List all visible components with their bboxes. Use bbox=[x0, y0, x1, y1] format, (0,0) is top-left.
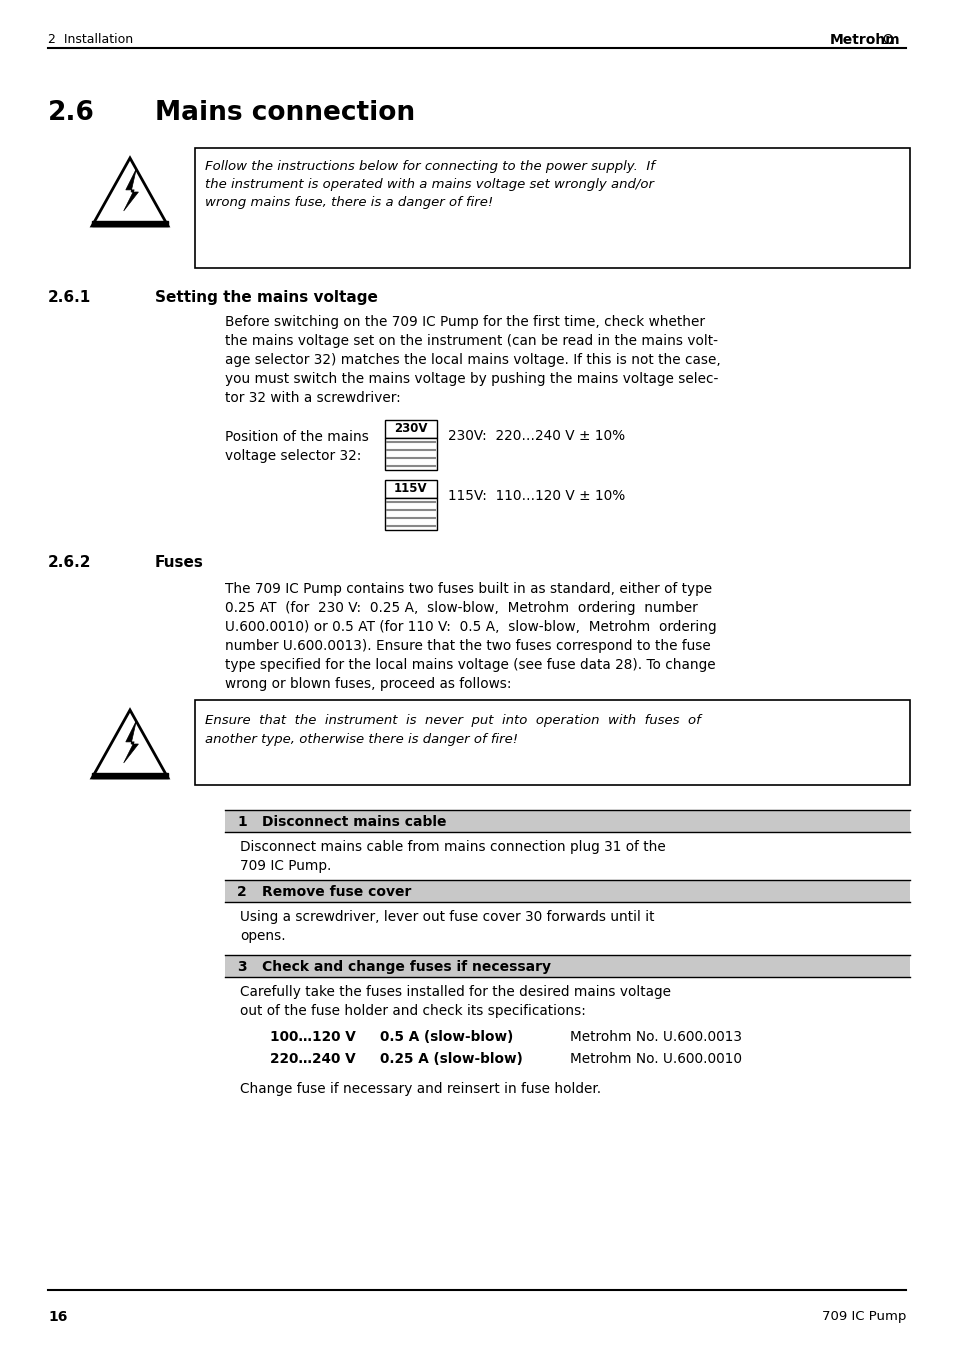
Text: you must switch the mains voltage by pushing the mains voltage selec-: you must switch the mains voltage by pus… bbox=[225, 372, 718, 386]
Polygon shape bbox=[124, 169, 138, 211]
Text: number U.600.0013). Ensure that the two fuses correspond to the fuse: number U.600.0013). Ensure that the two … bbox=[225, 639, 710, 653]
Text: opens.: opens. bbox=[240, 929, 285, 943]
Text: tor 32 with a screwdriver:: tor 32 with a screwdriver: bbox=[225, 390, 400, 405]
Text: Before switching on the 709 IC Pump for the first time, check whether: Before switching on the 709 IC Pump for … bbox=[225, 315, 704, 330]
Bar bbox=[225, 811, 909, 832]
Text: 115V:  110…120 V ± 10%: 115V: 110…120 V ± 10% bbox=[448, 489, 624, 503]
Text: 2: 2 bbox=[236, 885, 247, 898]
Polygon shape bbox=[91, 711, 168, 778]
Text: 220…240 V: 220…240 V bbox=[270, 1052, 355, 1066]
Bar bbox=[385, 499, 436, 530]
Text: 230V: 230V bbox=[394, 423, 427, 435]
Text: Ω: Ω bbox=[882, 32, 892, 47]
Text: 2.6.2: 2.6.2 bbox=[48, 555, 91, 570]
Bar bbox=[225, 880, 909, 902]
Bar bbox=[194, 700, 909, 785]
Text: Metrohm No. U.600.0013: Metrohm No. U.600.0013 bbox=[569, 1029, 741, 1044]
Text: Remove fuse cover: Remove fuse cover bbox=[262, 885, 411, 898]
Text: 0.25 AT  (for  230 V:  0.25 A,  slow-blow,  Metrohm  ordering  number: 0.25 AT (for 230 V: 0.25 A, slow-blow, M… bbox=[225, 601, 697, 615]
Text: Mains connection: Mains connection bbox=[154, 100, 415, 126]
Text: Disconnect mains cable: Disconnect mains cable bbox=[262, 815, 446, 830]
Text: type specified for the local mains voltage (see fuse data 28). To change: type specified for the local mains volta… bbox=[225, 658, 715, 671]
Text: 230V:  220…240 V ± 10%: 230V: 220…240 V ± 10% bbox=[448, 430, 624, 443]
Text: 709 IC Pump.: 709 IC Pump. bbox=[240, 859, 331, 873]
Text: U.600.0010) or 0.5 AT (for 110 V:  0.5 A,  slow-blow,  Metrohm  ordering: U.600.0010) or 0.5 AT (for 110 V: 0.5 A,… bbox=[225, 620, 716, 634]
Bar bbox=[194, 149, 909, 267]
Text: age selector 32) matches the local mains voltage. If this is not the case,: age selector 32) matches the local mains… bbox=[225, 353, 720, 367]
Text: 16: 16 bbox=[48, 1310, 68, 1324]
Text: voltage selector 32:: voltage selector 32: bbox=[225, 449, 361, 463]
Text: 2  Installation: 2 Installation bbox=[48, 32, 133, 46]
Text: Position of the mains: Position of the mains bbox=[225, 430, 369, 444]
Text: wrong mains fuse, there is a danger of fire!: wrong mains fuse, there is a danger of f… bbox=[205, 196, 493, 209]
Text: Using a screwdriver, lever out fuse cover 30 forwards until it: Using a screwdriver, lever out fuse cove… bbox=[240, 911, 654, 924]
Text: 1: 1 bbox=[236, 815, 247, 830]
Text: Follow the instructions below for connecting to the power supply.  If: Follow the instructions below for connec… bbox=[205, 159, 654, 173]
Text: Metrohm No. U.600.0010: Metrohm No. U.600.0010 bbox=[569, 1052, 741, 1066]
Text: Disconnect mains cable from mains connection plug 31 of the: Disconnect mains cable from mains connec… bbox=[240, 840, 665, 854]
Text: Fuses: Fuses bbox=[154, 555, 204, 570]
Text: Carefully take the fuses installed for the desired mains voltage: Carefully take the fuses installed for t… bbox=[240, 985, 670, 998]
Text: Ensure  that  the  instrument  is  never  put  into  operation  with  fuses  of: Ensure that the instrument is never put … bbox=[205, 713, 700, 727]
Bar bbox=[385, 438, 436, 470]
Polygon shape bbox=[91, 158, 168, 226]
Text: Setting the mains voltage: Setting the mains voltage bbox=[154, 290, 377, 305]
Bar bbox=[225, 955, 909, 977]
Polygon shape bbox=[91, 773, 168, 778]
Text: 3: 3 bbox=[236, 961, 247, 974]
Text: 0.5 A (slow-blow): 0.5 A (slow-blow) bbox=[379, 1029, 513, 1044]
Text: Change fuse if necessary and reinsert in fuse holder.: Change fuse if necessary and reinsert in… bbox=[240, 1082, 600, 1096]
Text: 2.6: 2.6 bbox=[48, 100, 94, 126]
Text: another type, otherwise there is danger of fire!: another type, otherwise there is danger … bbox=[205, 734, 517, 746]
Polygon shape bbox=[124, 721, 138, 763]
Text: 0.25 A (slow-blow): 0.25 A (slow-blow) bbox=[379, 1052, 522, 1066]
Text: 2.6.1: 2.6.1 bbox=[48, 290, 91, 305]
Text: 115V: 115V bbox=[394, 482, 427, 496]
Text: the mains voltage set on the instrument (can be read in the mains volt-: the mains voltage set on the instrument … bbox=[225, 334, 718, 349]
Text: wrong or blown fuses, proceed as follows:: wrong or blown fuses, proceed as follows… bbox=[225, 677, 511, 690]
Text: 709 IC Pump: 709 IC Pump bbox=[821, 1310, 905, 1323]
Polygon shape bbox=[91, 222, 168, 226]
Bar bbox=[385, 420, 436, 438]
Text: 100…120 V: 100…120 V bbox=[270, 1029, 355, 1044]
Text: Check and change fuses if necessary: Check and change fuses if necessary bbox=[262, 961, 551, 974]
Text: Metrohm: Metrohm bbox=[828, 32, 899, 47]
Text: out of the fuse holder and check its specifications:: out of the fuse holder and check its spe… bbox=[240, 1004, 585, 1019]
Text: The 709 IC Pump contains two fuses built in as standard, either of type: The 709 IC Pump contains two fuses built… bbox=[225, 582, 711, 596]
Text: the instrument is operated with a mains voltage set wrongly and/or: the instrument is operated with a mains … bbox=[205, 178, 654, 190]
Bar bbox=[385, 480, 436, 499]
